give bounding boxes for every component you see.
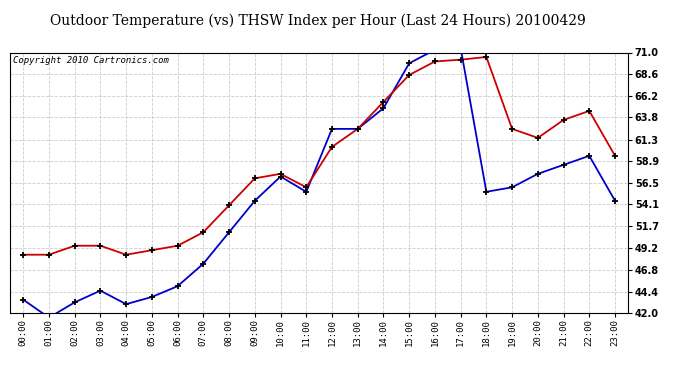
Text: Copyright 2010 Cartronics.com: Copyright 2010 Cartronics.com (13, 56, 169, 65)
Text: Outdoor Temperature (vs) THSW Index per Hour (Last 24 Hours) 20100429: Outdoor Temperature (vs) THSW Index per … (50, 13, 585, 27)
